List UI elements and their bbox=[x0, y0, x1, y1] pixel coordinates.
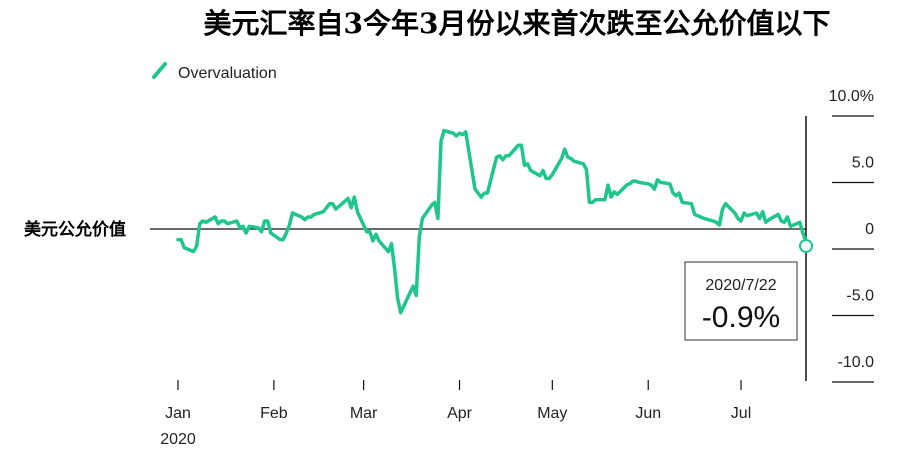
x-tick-label: Mar bbox=[350, 405, 378, 422]
callout-date: 2020/7/22 bbox=[705, 277, 776, 294]
y-tick-label: 0 bbox=[865, 221, 874, 238]
legend: Overvaluation bbox=[152, 62, 277, 82]
series-overvaluation bbox=[176, 128, 808, 315]
x-axis: Jan Feb Mar Apr May Jun Jul 2020 bbox=[160, 380, 751, 448]
callout-box bbox=[684, 261, 798, 341]
y-tick-label: 5.0 bbox=[852, 155, 874, 172]
y-tick-label: 10.0% bbox=[829, 88, 874, 105]
x-tick-label: Feb bbox=[260, 405, 288, 422]
legend-swatch bbox=[152, 62, 167, 79]
y-tick-label: -5.0 bbox=[846, 288, 874, 305]
series-line bbox=[176, 128, 808, 315]
callout-value: -0.9% bbox=[702, 301, 780, 334]
y-tick-label: -10.0 bbox=[838, 354, 875, 371]
legend-label: Overvaluation bbox=[178, 65, 277, 82]
chart-title: 美元汇率自3今年3月份以来首次跌至公允价值以下 bbox=[204, 7, 831, 40]
reference-line: 美元公允价值 bbox=[24, 219, 806, 240]
x-year-label: 2020 bbox=[160, 431, 196, 448]
callout: 2020/7/22 -0.9% bbox=[684, 238, 813, 341]
last-point-marker bbox=[799, 238, 813, 253]
y-axis: 10.0% 5.0 0 -5.0 -10.0 bbox=[805, 88, 875, 383]
x-tick-label: Jul bbox=[731, 405, 751, 422]
x-tick-label: May bbox=[537, 405, 567, 422]
x-tick-label: Apr bbox=[447, 405, 473, 422]
x-tick-label: Jun bbox=[635, 405, 661, 422]
x-tick-label: Jan bbox=[165, 405, 191, 422]
reference-line-label: 美元公允价值 bbox=[24, 219, 126, 240]
